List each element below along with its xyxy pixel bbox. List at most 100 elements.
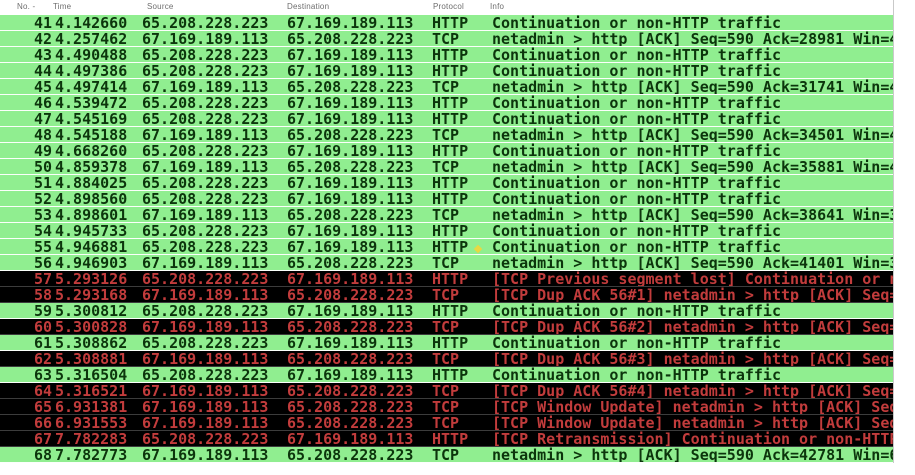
packet-row[interactable]: 43 4.490488 65.208.228.223 67.169.189.11… [0, 47, 893, 63]
cell-protocol: TCP [432, 319, 460, 335]
cell-source: 65.208.228.223 [142, 223, 269, 239]
cell-destination: 65.208.228.223 [287, 447, 414, 463]
packet-row[interactable]: 65 6.931381 67.169.189.113 65.208.228.22… [0, 399, 893, 415]
cell-protocol: TCP [432, 287, 460, 303]
cell-destination: 65.208.228.223 [287, 415, 414, 431]
cell-time: 4.545188 [55, 127, 128, 143]
packet-row[interactable]: 62 5.308881 67.169.189.113 65.208.228.22… [0, 351, 893, 367]
cell-info: netadmin > http [ACK] Seq=590 Ack=42781 … [492, 447, 893, 463]
cell-time: 7.782283 [55, 431, 128, 447]
cell-packet-number: 49 [33, 143, 52, 159]
cell-source: 67.169.189.113 [142, 399, 269, 415]
cell-packet-number: 56 [33, 255, 52, 271]
packet-row[interactable]: 49 4.668260 65.208.228.223 67.169.189.11… [0, 143, 893, 159]
cell-source: 65.208.228.223 [142, 111, 269, 127]
cell-destination: 65.208.228.223 [287, 383, 414, 399]
column-header-protocol[interactable]: Protocol [433, 2, 464, 11]
cell-source: 67.169.189.113 [142, 207, 269, 223]
cell-info: Continuation or non-HTTP traffic [492, 191, 781, 207]
cell-protocol: HTTP [432, 367, 469, 383]
cell-packet-number: 41 [33, 15, 52, 31]
cell-destination: 65.208.228.223 [287, 351, 414, 367]
cell-time: 4.142660 [55, 15, 128, 31]
cell-source: 65.208.228.223 [142, 303, 269, 319]
column-header-time[interactable]: Time [53, 2, 72, 11]
column-header-info[interactable]: Info [490, 2, 505, 11]
packet-row[interactable]: 52 4.898560 65.208.228.223 67.169.189.11… [0, 191, 893, 207]
cell-info: Continuation or non-HTTP traffic [492, 367, 781, 383]
cell-info: Continuation or non-HTTP traffic [492, 63, 781, 79]
column-header-no[interactable]: No. - [17, 2, 36, 11]
packet-row[interactable]: 57 5.293126 65.208.228.223 67.169.189.11… [0, 271, 893, 287]
cell-packet-number: 54 [33, 223, 52, 239]
cell-packet-number: 44 [33, 63, 52, 79]
cell-source: 65.208.228.223 [142, 95, 269, 111]
packet-row[interactable]: 59 5.300812 65.208.228.223 67.169.189.11… [0, 303, 893, 319]
packet-row[interactable]: 54 4.945733 65.208.228.223 67.169.189.11… [0, 223, 893, 239]
cell-source: 65.208.228.223 [142, 15, 269, 31]
cell-protocol: HTTP [432, 63, 469, 79]
cell-destination: 67.169.189.113 [287, 431, 414, 447]
cell-packet-number: 57 [33, 271, 52, 287]
packet-row[interactable]: 48 4.545188 67.169.189.113 65.208.228.22… [0, 127, 893, 143]
packet-row[interactable]: 68 7.782773 67.169.189.113 65.208.228.22… [0, 447, 893, 463]
cell-packet-number: 46 [33, 95, 52, 111]
cell-time: 6.931553 [55, 415, 128, 431]
packet-row[interactable]: 51 4.884025 65.208.228.223 67.169.189.11… [0, 175, 893, 191]
cell-protocol: HTTP [432, 47, 469, 63]
packet-row[interactable]: 46 4.539472 65.208.228.223 67.169.189.11… [0, 95, 893, 111]
packet-row[interactable]: 64 5.316521 67.169.189.113 65.208.228.22… [0, 383, 893, 399]
packet-row[interactable]: 55 4.946881 65.208.228.223 67.169.189.11… [0, 239, 893, 255]
cell-protocol: HTTP [432, 95, 469, 111]
cell-info: Continuation or non-HTTP traffic [492, 111, 781, 127]
cell-source: 65.208.228.223 [142, 191, 269, 207]
cell-source: 65.208.228.223 [142, 271, 269, 287]
cell-time: 5.293126 [55, 271, 128, 287]
column-header-source[interactable]: Source [147, 2, 174, 11]
cell-protocol: TCP [432, 31, 460, 47]
cell-packet-number: 53 [33, 207, 52, 223]
cell-protocol: TCP [432, 79, 460, 95]
cell-destination: 67.169.189.113 [287, 239, 414, 255]
cell-destination: 65.208.228.223 [287, 287, 414, 303]
packet-row[interactable]: 50 4.859378 67.169.189.113 65.208.228.22… [0, 159, 893, 175]
cell-protocol: TCP [432, 447, 460, 463]
cell-source: 65.208.228.223 [142, 175, 269, 191]
cell-source: 67.169.189.113 [142, 159, 269, 175]
packet-row[interactable]: 58 5.293168 67.169.189.113 65.208.228.22… [0, 287, 893, 303]
cell-protocol: TCP [432, 351, 460, 367]
packet-row[interactable]: 42 4.257462 67.169.189.113 65.208.228.22… [0, 31, 893, 47]
cell-time: 5.308862 [55, 335, 128, 351]
cell-source: 65.208.228.223 [142, 367, 269, 383]
cell-destination: 67.169.189.113 [287, 63, 414, 79]
cell-info: Continuation or non-HTTP traffic [492, 223, 781, 239]
packet-row[interactable]: 63 5.316504 65.208.228.223 67.169.189.11… [0, 367, 893, 383]
cell-protocol: HTTP [432, 223, 469, 239]
cell-time: 4.497386 [55, 63, 128, 79]
packet-row[interactable]: 61 5.308862 65.208.228.223 67.169.189.11… [0, 335, 893, 351]
column-header-destination[interactable]: Destination [287, 2, 330, 11]
packet-row[interactable]: 66 6.931553 67.169.189.113 65.208.228.22… [0, 415, 893, 431]
cell-time: 5.308881 [55, 351, 128, 367]
cell-time: 4.946881 [55, 239, 128, 255]
packet-row[interactable]: 60 5.300828 67.169.189.113 65.208.228.22… [0, 319, 893, 335]
cell-packet-number: 65 [33, 399, 52, 415]
cell-info: [TCP Window Update] netadmin > http [ACK… [492, 415, 893, 431]
packet-row[interactable]: 47 4.545169 65.208.228.223 67.169.189.11… [0, 111, 893, 127]
cell-source: 67.169.189.113 [142, 287, 269, 303]
packet-rows: 41 4.142660 65.208.228.223 67.169.189.11… [0, 15, 893, 463]
cell-destination: 67.169.189.113 [287, 95, 414, 111]
cell-packet-number: 48 [33, 127, 52, 143]
packet-row[interactable]: 56 4.946903 67.169.189.113 65.208.228.22… [0, 255, 893, 271]
packet-row[interactable]: 41 4.142660 65.208.228.223 67.169.189.11… [0, 15, 893, 31]
cell-packet-number: 50 [33, 159, 52, 175]
cell-protocol: TCP [432, 383, 460, 399]
cell-info: [TCP Dup ACK 56#4] netadmin > http [ACK]… [492, 383, 893, 399]
cell-time: 4.898601 [55, 207, 128, 223]
packet-row[interactable]: 53 4.898601 67.169.189.113 65.208.228.22… [0, 207, 893, 223]
cell-packet-number: 59 [33, 303, 52, 319]
cell-packet-number: 43 [33, 47, 52, 63]
packet-row[interactable]: 45 4.497414 67.169.189.113 65.208.228.22… [0, 79, 893, 95]
packet-row[interactable]: 44 4.497386 65.208.228.223 67.169.189.11… [0, 63, 893, 79]
packet-row[interactable]: 67 7.782283 65.208.228.223 67.169.189.11… [0, 431, 893, 447]
